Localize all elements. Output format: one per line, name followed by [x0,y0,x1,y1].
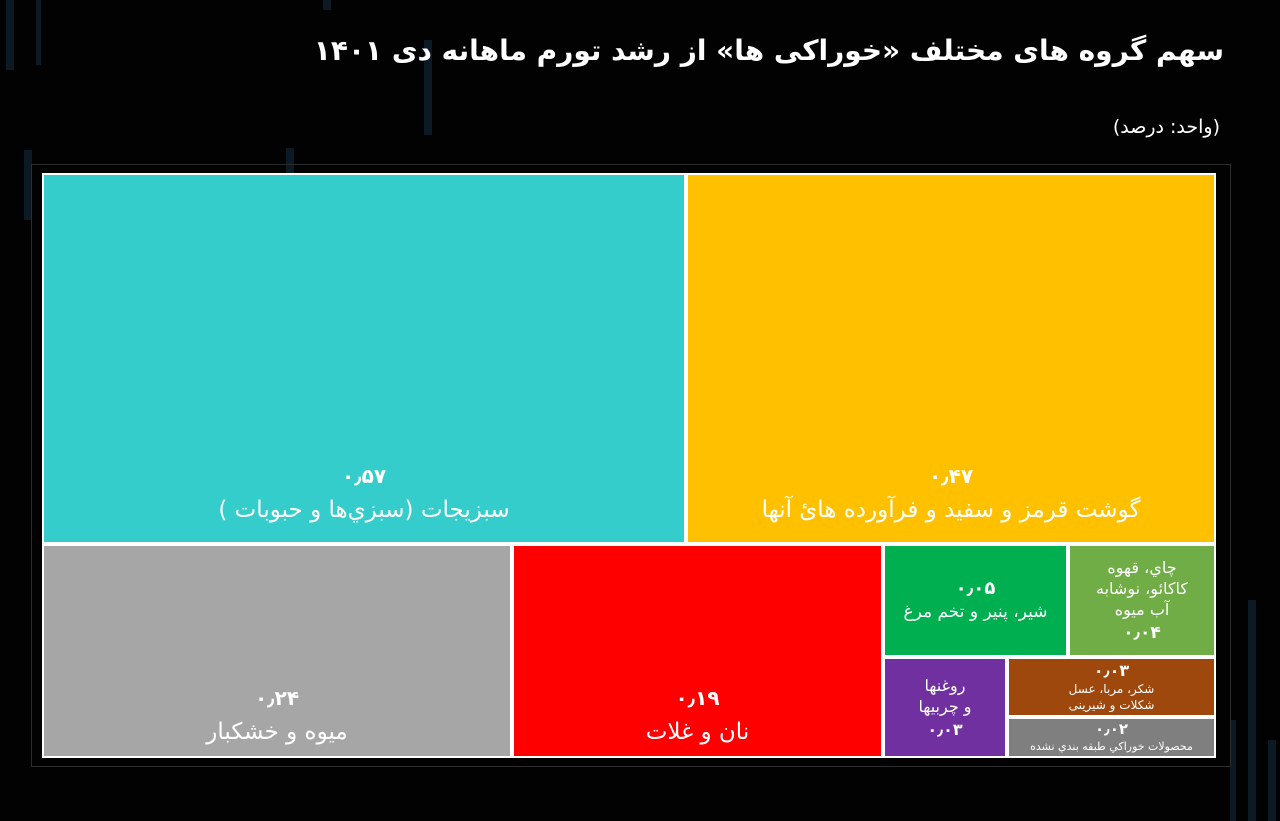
chart-frame [31,164,1231,767]
tile-category-label: چاي، قهوه کاکائو، نوشابه آب میوه [1096,558,1188,619]
treemap-tile: ۰٫۰۵ شیر، پنیر و تخم مرغ [883,544,1068,657]
tile-category-label: نان و غلات [645,719,750,746]
chart-title: سهم گروه های مختلف «خوراکی ها» از رشد تو… [313,34,1224,67]
treemap-tile: ۰٫۴۷ گوشت قرمز و سفید و فرآورده هائ آنها [686,173,1216,544]
tile-category-label: میوه و خشکبار [206,719,348,746]
tile-value-label: ۰٫۰۴ [1123,622,1161,643]
tile-category-label: گوشت قرمز و سفید و فرآورده هائ آنها [761,497,1141,524]
tile-value-label: ۰٫۰۳ [1093,660,1130,680]
tile-category-label: شکر، مربا، عسل شکلات و شیرینی [1068,681,1155,712]
treemap-tile: ۰٫۰۳ شکر، مربا، عسل شکلات و شیرینی [1007,657,1216,717]
tile-category-label: محصولات خوراکي طبقه بندي نشده [1030,740,1193,754]
tile-value-label: ۰٫۴۷ [928,464,974,489]
unit-label: (واحد: درصد) [1112,116,1220,138]
tile-category-label: شیر، پنیر و تخم مرغ [903,601,1048,622]
tile-value-label: ۰٫۰۵ [955,577,996,599]
treemap-tile: ۰٫۵۷ سبزیجات (سبزي‌ها و حبوبات ) [42,173,686,544]
treemap-tile: ۰٫۰۲ محصولات خوراکي طبقه بندي نشده [1007,717,1216,758]
treemap-tile: روغنها و چربیها ۰٫۰۳ [883,657,1007,758]
treemap-tile: ۰٫۱۹ نان و غلات [512,544,883,758]
tile-category-label: سبزیجات (سبزي‌ها و حبوبات ) [218,497,510,524]
tile-value-label: ۰٫۵۷ [341,464,387,489]
tile-value-label: ۰٫۲۴ [254,686,300,711]
tile-value-label: ۰٫۱۹ [675,686,720,711]
treemap-tile: ۰٫۲۴ میوه و خشکبار [42,544,512,758]
treemap-tile: چاي، قهوه کاکائو، نوشابه آب میوه ۰٫۰۴ [1068,544,1216,657]
tile-value-label: ۰٫۰۳ [927,719,963,739]
tile-category-label: روغنها و چربیها [918,676,972,716]
tile-value-label: ۰٫۰۲ [1094,720,1129,739]
